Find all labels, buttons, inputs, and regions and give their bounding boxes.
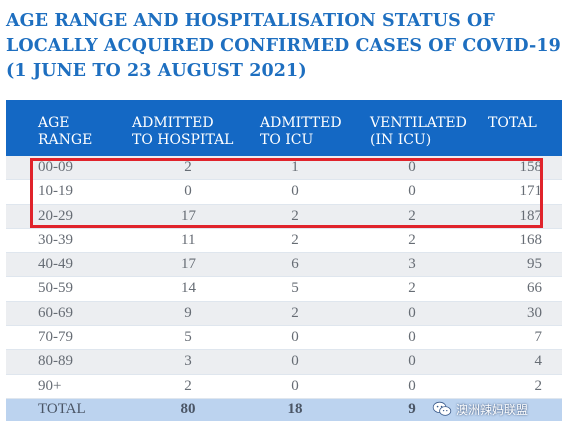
cell-age-range: 20-29	[38, 207, 73, 224]
table-row: 90+ 2 0 0 2	[6, 375, 562, 399]
cell-ventilated: 3	[408, 256, 416, 273]
table-row: 10-19 0 0 0 171	[6, 180, 562, 205]
table-row: 70-79 5 0 0 7	[6, 326, 562, 351]
cell-admitted-hospital: 17	[181, 256, 196, 273]
table-body: 00-09 2 1 0 158 10-19 0 0 0 171 20-29 17 2 2 187 30-39 1…	[6, 156, 562, 399]
table-row: 60-69 9 2 0 30	[6, 301, 562, 327]
cell-admitted-icu: 0	[291, 377, 299, 394]
cell-age-range: 30-39	[38, 231, 73, 248]
header-age-range: AGE RANGE	[38, 115, 93, 148]
header-admitted-hospital: ADMITTED TO HOSPITAL	[132, 115, 234, 148]
cell-ventilated: 0	[408, 183, 416, 200]
table-row: 40-49 17 6 3 95	[6, 253, 562, 278]
table-row: 00-09 2 1 0 158	[6, 156, 562, 181]
cell-ventilated: 0	[408, 304, 416, 321]
cell-ventilated: 0	[408, 353, 416, 370]
cell-age-range: 50-59	[38, 280, 73, 297]
total-label: TOTAL	[38, 400, 86, 417]
cell-age-range: 00-09	[38, 159, 73, 175]
cell-admitted-icu: 1	[291, 159, 299, 175]
page-title: AGE RANGE AND HOSPITALISATION STATUS OF …	[6, 9, 566, 84]
table-row: 80-89 3 0 0 4	[6, 350, 562, 375]
cell-admitted-hospital: 17	[181, 207, 196, 224]
header-ventilated: VENTILATED (IN ICU)	[370, 115, 467, 148]
total-icu: 18	[287, 400, 303, 417]
cell-total: 158	[519, 159, 543, 175]
cell-total: 7	[534, 329, 543, 346]
cell-admitted-icu: 2	[291, 304, 299, 321]
cell-admitted-icu: 2	[291, 207, 299, 224]
cell-total: 4	[534, 353, 543, 370]
cell-ventilated: 2	[408, 207, 416, 224]
cell-admitted-hospital: 2	[184, 159, 192, 175]
cell-admitted-hospital: 5	[184, 329, 192, 346]
title-line-3: (1 JUNE TO 23 AUGUST 2021)	[6, 61, 307, 81]
cell-ventilated: 0	[408, 329, 416, 346]
cell-age-range: 10-19	[38, 183, 73, 200]
cell-admitted-icu: 0	[291, 353, 299, 370]
cell-ventilated: 0	[408, 159, 416, 175]
cell-age-range: 70-79	[38, 329, 73, 346]
cell-age-range: 40-49	[38, 256, 73, 273]
title-line-1: AGE RANGE AND HOSPITALISATION STATUS OF	[6, 11, 495, 31]
watermark: 澳洲辣妈联盟	[432, 398, 528, 420]
cell-age-range: 80-89	[38, 353, 73, 370]
cell-admitted-hospital: 3	[184, 353, 192, 370]
title-line-2: LOCALLY ACQUIRED CONFIRMED CASES OF COVI…	[6, 36, 561, 56]
table-row: 20-29 17 2 2 187	[6, 204, 562, 229]
cell-ventilated: 2	[408, 231, 416, 248]
total-hospital: 80	[180, 400, 196, 417]
cell-total: 66	[527, 280, 542, 297]
cell-admitted-icu: 6	[291, 256, 299, 273]
cell-admitted-icu: 0	[291, 183, 299, 200]
cell-admitted-hospital: 0	[184, 183, 192, 200]
table-header: AGE RANGE ADMITTED TO HOSPITAL ADMITTED …	[6, 100, 562, 156]
cell-total: 168	[519, 231, 543, 248]
cell-age-range: 90+	[38, 377, 62, 394]
wechat-logo-icon	[432, 401, 452, 416]
cell-total: 171	[519, 183, 543, 200]
total-ventilated: 9	[408, 400, 416, 417]
header-admitted-icu: ADMITTED TO ICU	[260, 115, 342, 148]
cell-total: 2	[534, 377, 543, 394]
cell-admitted-hospital: 9	[184, 304, 192, 321]
table-row: 30-39 11 2 2 168	[6, 229, 562, 254]
cell-admitted-icu: 0	[291, 329, 299, 346]
cell-ventilated: 2	[408, 280, 416, 297]
watermark-text: 澳洲辣妈联盟	[456, 402, 529, 417]
total-row: TOTAL 80 18 9	[6, 398, 562, 421]
cell-admitted-icu: 5	[291, 280, 299, 297]
table-row: 50-59 14 5 2 66	[6, 277, 562, 302]
cell-admitted-hospital: 2	[184, 377, 192, 394]
hospitalisation-table: AGE RANGE ADMITTED TO HOSPITAL ADMITTED …	[6, 100, 562, 421]
cell-total: 187	[519, 207, 543, 224]
cell-age-range: 60-69	[38, 304, 73, 321]
cell-total: 30	[527, 304, 542, 321]
cell-total: 95	[527, 256, 542, 273]
header-total: TOTAL	[488, 115, 537, 131]
cell-ventilated: 0	[408, 377, 416, 394]
cell-admitted-icu: 2	[291, 231, 299, 248]
cell-admitted-hospital: 14	[181, 280, 196, 297]
cell-admitted-hospital: 11	[181, 231, 196, 248]
